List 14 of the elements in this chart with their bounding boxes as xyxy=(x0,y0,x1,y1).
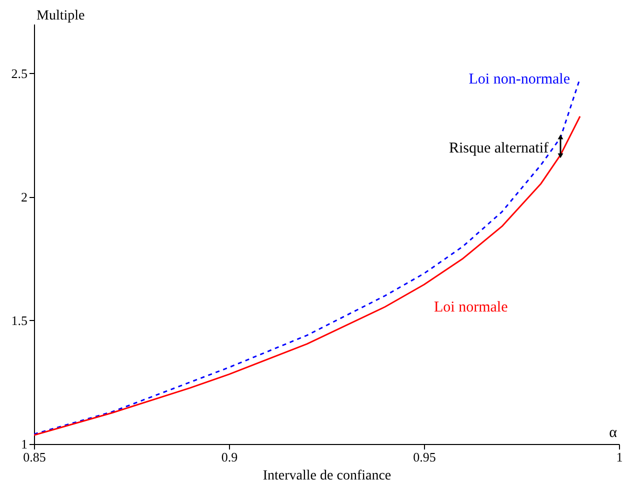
x-tick-label: 0.85 xyxy=(23,450,46,464)
y-tick-label: 2 xyxy=(21,189,28,204)
y-tick-label: 1 xyxy=(21,436,28,452)
y-tick-label: 1.5 xyxy=(11,312,28,328)
annotation: Risque alternatif xyxy=(448,140,548,157)
series-label: Loi normale xyxy=(434,300,508,316)
y-axis-title: Multiple xyxy=(36,8,85,24)
x-tick-label: 0.9 xyxy=(221,450,238,464)
x-axis-title: Intervalle de confiance xyxy=(262,468,392,484)
x-tick-label: 0.95 xyxy=(413,450,436,464)
annotation: α xyxy=(609,425,618,441)
x-tick-label: 1 xyxy=(616,450,623,464)
y-tick-label: 2.5 xyxy=(11,66,28,81)
series-label: Loi non-normale xyxy=(468,71,570,88)
